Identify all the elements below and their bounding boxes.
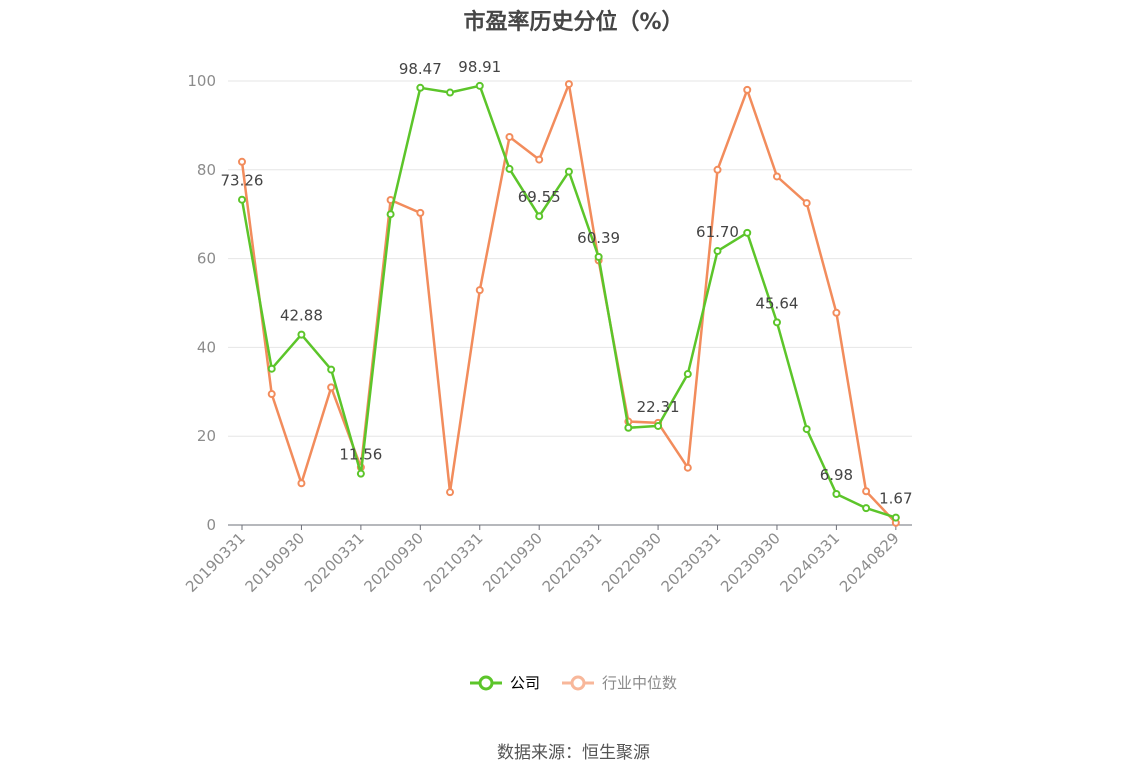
y-tick-label: 20 xyxy=(197,427,216,445)
data-point xyxy=(535,212,544,221)
data-point xyxy=(772,172,781,181)
data-label: 11.56 xyxy=(339,446,382,464)
data-point xyxy=(832,490,841,499)
x-tick-label: 20220331 xyxy=(539,529,606,596)
x-tick-label: 20230930 xyxy=(717,529,784,596)
data-point xyxy=(356,469,365,478)
x-tick-label: 20220930 xyxy=(598,529,665,596)
data-point xyxy=(654,421,663,430)
data-label: 69.55 xyxy=(518,188,561,206)
y-tick-label: 60 xyxy=(197,250,216,268)
data-point xyxy=(891,513,900,522)
line-chart: 0 20 40 60 80 100 2019033120190930202003312020… xyxy=(182,58,913,596)
data-point xyxy=(446,88,455,97)
data-label: 61.70 xyxy=(696,223,739,241)
data-point xyxy=(238,157,246,166)
circle-line-icon xyxy=(469,675,502,690)
data-point xyxy=(386,210,395,219)
data-point xyxy=(564,167,573,176)
data-label: 42.88 xyxy=(280,307,323,325)
data-point xyxy=(267,364,276,373)
circle-line-icon xyxy=(562,675,594,690)
data-point xyxy=(267,390,276,399)
data-label: 22.31 xyxy=(637,398,680,416)
data-point xyxy=(327,365,336,374)
data-point xyxy=(713,165,722,174)
x-tick-label: 20200331 xyxy=(301,529,368,596)
axis-layer: 0 20 40 60 80 100 2019033120190930202003312020… xyxy=(182,72,912,596)
data-point xyxy=(327,383,336,392)
data-point xyxy=(416,208,425,217)
data-label: 98.91 xyxy=(458,58,501,76)
data-point xyxy=(743,85,752,94)
data-point xyxy=(475,81,484,90)
legend-label-company: 公司 xyxy=(509,674,540,692)
x-tick-label: 20240829 xyxy=(836,529,903,596)
x-tick-label: 20190331 xyxy=(182,529,249,596)
data-point xyxy=(446,488,455,497)
data-label: 73.26 xyxy=(221,172,264,190)
data-point xyxy=(832,308,841,317)
data-point xyxy=(862,504,871,513)
legend: 公司 行业中位数 xyxy=(0,672,1147,693)
data-point xyxy=(862,487,871,496)
label-layer: 73.26 42.88 11.56 98.47 98.91 69.55 60.39 22.31… xyxy=(221,58,913,508)
legend-label-industry-median: 行业中位数 xyxy=(602,674,678,692)
chart-title: 市盈率历史分位（%） xyxy=(463,10,684,35)
data-point xyxy=(475,286,484,295)
data-point xyxy=(416,83,425,92)
data-label: 60.39 xyxy=(577,229,620,247)
series-layer xyxy=(238,80,900,527)
data-point xyxy=(535,155,544,164)
data-label: 45.64 xyxy=(755,294,798,312)
data-point xyxy=(802,425,811,434)
legend-item-industry-median[interactable]: 行业中位数 xyxy=(562,672,677,693)
data-point xyxy=(624,423,633,432)
y-tick-label: 0 xyxy=(206,516,216,534)
y-tick-label: 80 xyxy=(197,161,216,179)
data-point xyxy=(505,132,514,141)
x-tick-label: 20230331 xyxy=(658,529,725,596)
data-point xyxy=(743,228,752,237)
x-tick-label: 20210930 xyxy=(479,529,546,596)
source-note: 数据来源：恒生聚源 xyxy=(497,743,650,763)
x-tick-label: 20240331 xyxy=(777,529,844,596)
data-point xyxy=(238,195,246,204)
data-point xyxy=(297,479,306,488)
data-point xyxy=(802,199,811,208)
data-point xyxy=(683,370,692,379)
data-label: 1.67 xyxy=(879,490,912,508)
data-point xyxy=(594,252,603,261)
x-tick-label: 20200930 xyxy=(360,529,427,596)
data-label: 98.47 xyxy=(399,60,442,78)
y-tick-label: 40 xyxy=(197,338,216,356)
y-tick-label: 100 xyxy=(187,72,216,90)
x-tick-label: 20190930 xyxy=(242,529,309,596)
data-point xyxy=(772,318,781,327)
legend-item-company[interactable]: 公司 xyxy=(469,672,540,693)
data-label: 6.98 xyxy=(820,466,853,484)
grid-layer xyxy=(228,80,912,437)
x-tick-label: 20210331 xyxy=(420,529,487,596)
data-point xyxy=(505,164,514,173)
data-point xyxy=(683,463,692,472)
data-point xyxy=(713,247,722,256)
data-point xyxy=(564,80,573,89)
data-point xyxy=(297,330,306,339)
